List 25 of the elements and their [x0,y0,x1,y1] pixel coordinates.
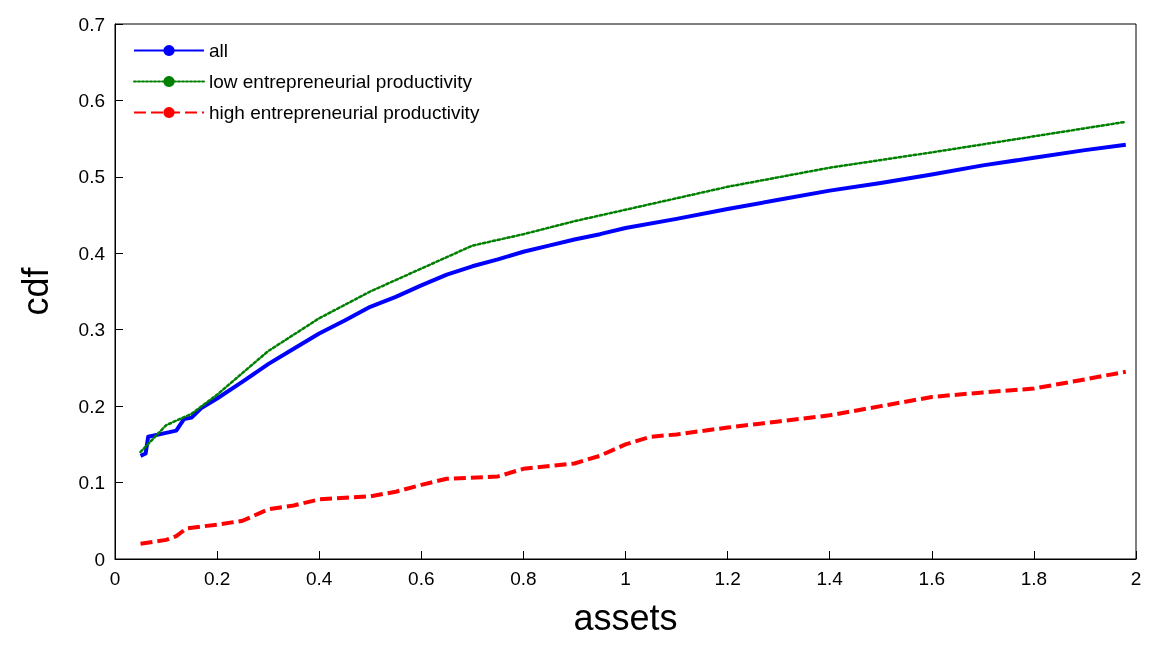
x-tick-label: 2 [1130,568,1142,589]
y-tick-label: 0.2 [78,395,105,417]
x-tick-label: 0 [109,568,121,589]
y-axis-title: cdf [14,266,56,316]
legend-label: high entrepreneurial productivity [209,102,480,123]
y-tick-label: 0 [94,548,105,570]
legend-label: all [209,40,229,61]
x-tick-label: 1 [620,568,631,589]
x-tick-label: 0.6 [408,568,435,589]
x-tick-label: 1.2 [714,568,741,589]
y-tick-label: 0.7 [78,13,105,35]
y-tick-label: 0.6 [78,89,105,111]
legend-label: low entrepreneurial productivity [209,71,473,92]
y-tick-label: 0.1 [78,472,105,494]
x-tick-label: 1.6 [918,568,946,589]
x-tick-label: 1.8 [1020,568,1048,589]
x-tick-label: 1.4 [816,568,844,589]
y-tick-label: 0.4 [78,242,106,264]
y-tick-label: 0.5 [78,166,105,188]
x-tick-label: 0.8 [510,568,537,589]
x-tick-label: 0.2 [203,568,231,589]
x-tick-label: 0.4 [305,568,333,589]
x-axis-title: assets [573,596,678,638]
y-tick-label: 0.3 [78,319,105,341]
line-series [138,369,1128,546]
